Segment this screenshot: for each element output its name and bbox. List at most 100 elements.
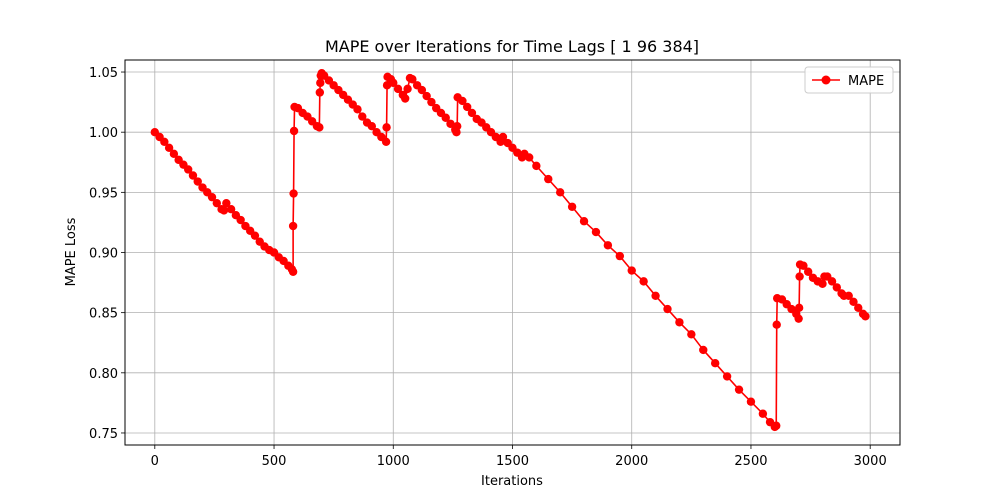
data-point [746, 397, 756, 406]
data-point [818, 279, 827, 288]
data-point [544, 174, 553, 184]
data-point [615, 251, 625, 261]
legend-label-mape: MAPE [848, 74, 884, 89]
x-axis-label: Iterations [481, 474, 543, 489]
y-tick-label: 0.95 [89, 186, 118, 201]
data-point [524, 153, 534, 162]
data-point [250, 231, 260, 240]
data-point [591, 227, 601, 237]
data-point [758, 409, 768, 418]
y-tick-label: 0.75 [89, 427, 118, 442]
data-point [844, 291, 853, 301]
y-tick-label: 1.00 [89, 126, 118, 141]
data-point [422, 91, 431, 101]
x-axis-ticks: 0 500 1000 1500 2000 2500 3000 [151, 445, 887, 469]
data-point [315, 123, 324, 132]
data-point [289, 126, 299, 136]
data-point [408, 75, 417, 84]
data-point [212, 198, 222, 208]
y-tick-label: 0.80 [89, 367, 118, 382]
data-point [710, 358, 720, 368]
data-point [794, 303, 804, 313]
data-point [579, 217, 589, 226]
x-tick-label: 1000 [377, 454, 410, 469]
data-point [832, 283, 842, 292]
data-point [603, 241, 613, 250]
data-point [236, 215, 245, 225]
x-tick-label: 0 [151, 454, 159, 469]
data-point [226, 204, 236, 214]
data-point [446, 119, 455, 128]
data-point [389, 78, 398, 88]
data-point [403, 84, 412, 94]
data-series [150, 69, 870, 432]
data-point [222, 198, 231, 208]
data-point [722, 372, 732, 381]
y-tick-label: 0.90 [89, 247, 118, 262]
data-point [315, 88, 325, 97]
grid-lines [125, 60, 900, 445]
data-point [441, 113, 450, 122]
data-point [567, 202, 577, 211]
data-point [772, 320, 781, 329]
data-point [183, 165, 193, 174]
x-tick-label: 2000 [615, 454, 648, 469]
data-point [169, 149, 179, 159]
data-point [367, 121, 377, 131]
y-tick-label: 1.05 [89, 66, 118, 81]
y-tick-label: 0.85 [89, 307, 118, 322]
data-point [458, 96, 467, 106]
data-point [555, 188, 565, 197]
data-point [699, 345, 708, 355]
data-point [861, 312, 870, 321]
data-point [498, 132, 508, 142]
x-tick-label: 3000 [854, 454, 887, 469]
data-point [803, 267, 813, 276]
data-point [381, 137, 391, 147]
data-point [288, 221, 298, 231]
y-axis-ticks: 0.75 0.80 0.85 0.90 0.95 1.00 1.05 [89, 66, 125, 442]
data-point [849, 297, 858, 307]
data-point [734, 385, 744, 394]
x-tick-label: 2500 [734, 454, 767, 469]
data-point [651, 291, 660, 301]
data-point [794, 314, 803, 323]
data-point [795, 272, 804, 281]
data-point [393, 84, 403, 94]
legend: MAPE [804, 66, 894, 94]
data-point [827, 277, 837, 286]
data-point [193, 177, 202, 186]
data-point [772, 421, 781, 430]
data-point [400, 94, 410, 103]
data-point [289, 189, 298, 198]
data-point [532, 161, 541, 171]
data-point [316, 78, 325, 88]
data-point [160, 137, 169, 147]
data-point [675, 318, 684, 327]
data-point [854, 303, 863, 313]
legend-marker-swatch [821, 75, 831, 85]
data-point [452, 121, 462, 131]
legend-frame [804, 66, 894, 94]
data-point [382, 123, 391, 132]
data-point [219, 206, 229, 215]
data-point [358, 112, 367, 121]
data-point [207, 192, 217, 202]
data-point [164, 143, 174, 153]
chart-title: MAPE over Iterations for Time Lags [ 1 9… [325, 37, 699, 56]
x-tick-label: 1500 [496, 454, 529, 469]
data-point [687, 330, 696, 339]
y-axis-label: MAPE Loss [64, 217, 79, 286]
data-point [799, 261, 808, 270]
data-point [462, 102, 472, 112]
data-point [467, 108, 477, 118]
data-point [417, 85, 427, 95]
data-point [627, 266, 636, 275]
data-point [663, 304, 672, 314]
data-point [427, 97, 436, 107]
data-point [353, 105, 362, 114]
data-point [188, 171, 198, 180]
data-point [639, 277, 648, 286]
